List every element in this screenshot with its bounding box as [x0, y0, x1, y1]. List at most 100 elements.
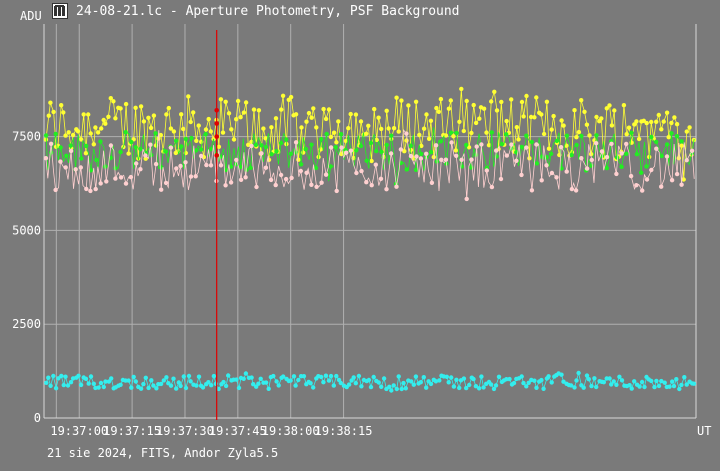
data-point-pink [323, 172, 329, 177]
data-point-green [379, 149, 384, 155]
data-point-green [504, 132, 509, 137]
data-point-yellow [464, 98, 469, 104]
data-point-pink [459, 157, 464, 162]
data-point-green [98, 139, 103, 144]
data-point-yellow [158, 132, 163, 138]
data-point-cyan [234, 377, 239, 382]
data-point-cyan [321, 380, 326, 385]
data-point-cyan [256, 381, 261, 386]
data-point-yellow [443, 133, 449, 138]
labels: 0 2500 5000 7500 ADU 19:37:0019:37:1519:37:30… [12, 9, 711, 438]
data-point-cyan [619, 378, 625, 383]
data-point-pink [509, 142, 514, 147]
data-point-green [604, 165, 609, 171]
data-point-green [679, 139, 684, 144]
data-point-yellow [417, 132, 422, 138]
data-point-pink [174, 166, 179, 171]
data-point-cyan [399, 386, 404, 392]
data-point-cyan [546, 374, 551, 379]
data-point-cyan [507, 376, 512, 382]
app-icon[interactable] [52, 3, 68, 19]
data-point-green [238, 164, 243, 170]
data-point-pink [98, 181, 103, 186]
data-point-yellow [419, 143, 424, 149]
data-point-green [68, 143, 73, 148]
data-point-pink [193, 174, 198, 179]
data-point-cyan [366, 377, 372, 383]
data-point-pink [309, 182, 314, 187]
data-point-green [644, 164, 649, 169]
data-point-yellow [459, 86, 464, 92]
data-point-pink [439, 157, 444, 162]
data-point-yellow [402, 149, 407, 154]
data-point-cyan [48, 383, 53, 388]
data-point-cyan [178, 383, 183, 389]
data-point-pink [449, 140, 454, 145]
data-point-yellow [519, 99, 525, 105]
data-point-green [163, 149, 169, 154]
data-point-cyan [411, 382, 416, 387]
data-point-cyan [258, 376, 263, 381]
data-point-yellow [226, 111, 232, 116]
data-point-green [594, 133, 599, 138]
data-point-cyan [682, 375, 687, 380]
data-point-cyan [288, 378, 293, 383]
data-point-pink [354, 170, 359, 176]
data-point-green [303, 146, 308, 152]
data-point-cyan [524, 384, 529, 389]
data-point-pink [364, 180, 369, 185]
cursor[interactable] [214, 30, 219, 420]
data-point-cyan [488, 382, 494, 387]
series [43, 86, 697, 393]
y-tick-label: 5000 [12, 223, 41, 237]
data-point-cyan [161, 378, 166, 383]
data-point-green [43, 133, 49, 138]
data-point-pink [388, 151, 394, 156]
data-point-yellow [166, 105, 171, 111]
data-point-cyan [526, 380, 531, 385]
data-point-yellow [561, 123, 566, 128]
data-point-pink [278, 172, 284, 178]
data-point-yellow [424, 112, 429, 117]
data-point-green [464, 142, 469, 148]
data-point-yellow [654, 119, 659, 125]
data-point-cyan [149, 378, 154, 383]
data-point-green [319, 136, 324, 142]
data-point-pink [198, 153, 204, 159]
data-point-cyan [652, 384, 657, 390]
data-point-green [123, 130, 128, 135]
data-point-pink [58, 159, 63, 164]
x-tick-label: 19:37:45 [209, 424, 267, 438]
data-point-yellow [607, 103, 612, 108]
data-point-yellow [311, 106, 316, 111]
data-point-cyan [637, 384, 642, 389]
data-point-cyan [607, 376, 612, 381]
data-point-green [118, 149, 123, 155]
data-point-cyan [196, 374, 202, 379]
data-point-green [208, 146, 214, 152]
data-point-cyan [83, 376, 89, 381]
data-point-green [664, 142, 670, 147]
data-point-cyan [174, 386, 179, 391]
chart-area[interactable]: 0 2500 5000 7500 ADU 19:37:0019:37:1519:37:30… [0, 0, 720, 440]
data-point-green [269, 152, 274, 157]
data-point-pink [573, 188, 579, 193]
data-point-pink [369, 183, 374, 188]
data-point-cyan [168, 383, 174, 388]
data-point-green [358, 143, 364, 149]
data-point-cyan [479, 374, 484, 379]
data-point-green [248, 165, 253, 170]
data-point-green [263, 144, 269, 150]
data-point-pink [599, 149, 605, 154]
data-point-pink [424, 151, 429, 156]
data-point-yellow [516, 137, 521, 142]
data-point-green [324, 131, 329, 137]
data-point-yellow [93, 125, 98, 130]
data-point-yellow [484, 130, 489, 135]
data-point-cyan [642, 384, 647, 390]
data-point-cyan [266, 386, 271, 391]
data-point-yellow [406, 103, 411, 108]
data-point-green [194, 148, 199, 153]
data-point-cyan [504, 377, 509, 382]
data-point-cyan [271, 373, 276, 379]
